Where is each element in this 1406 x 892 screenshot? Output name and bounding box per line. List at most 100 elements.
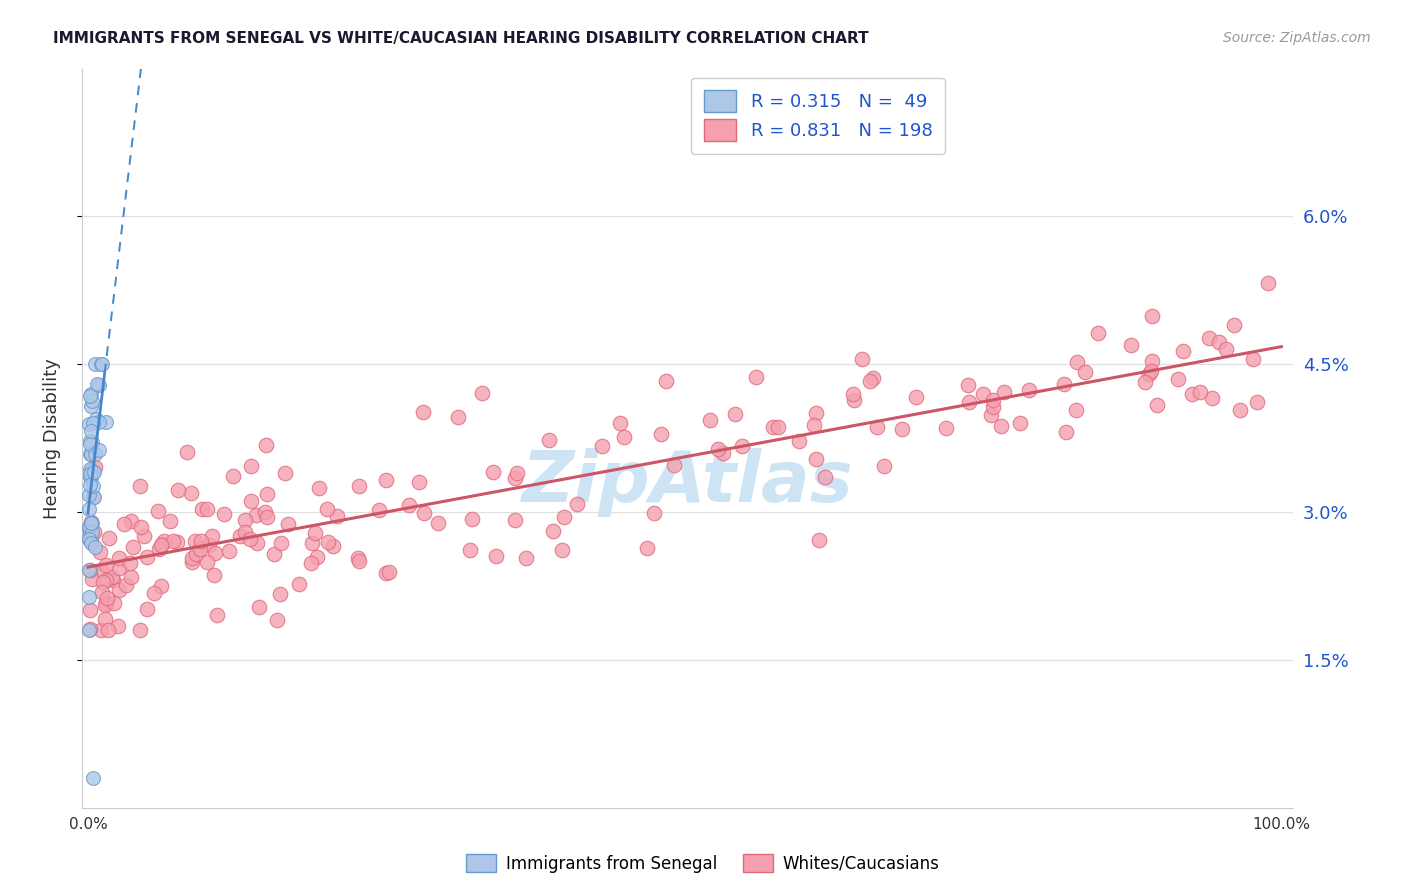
Point — [326, 509, 349, 524]
Point — [957, 395, 980, 409]
Point — [190, 534, 212, 549]
Point — [80, 515, 103, 529]
Point — [198, 538, 221, 552]
Point — [184, 547, 207, 561]
Point — [553, 510, 575, 524]
Point — [1181, 387, 1204, 401]
Point — [803, 417, 825, 432]
Point — [94, 596, 117, 610]
Point — [412, 404, 434, 418]
Point — [80, 516, 103, 531]
Point — [318, 535, 340, 549]
Point — [851, 351, 873, 366]
Point — [80, 470, 103, 484]
Point — [245, 508, 267, 523]
Point — [787, 434, 810, 449]
Point — [349, 479, 371, 493]
Point — [84, 447, 107, 461]
Point — [1241, 351, 1264, 366]
Point — [1054, 425, 1077, 439]
Point — [316, 502, 339, 516]
Point — [1246, 395, 1268, 409]
Text: IMMIGRANTS FROM SENEGAL VS WHITE/CAUCASIAN HEARING DISABILITY CORRELATION CHART: IMMIGRANTS FROM SENEGAL VS WHITE/CAUCASI… — [53, 31, 869, 46]
Point — [256, 487, 278, 501]
Point — [84, 357, 107, 371]
Point — [82, 771, 104, 785]
Point — [90, 563, 112, 577]
Text: Source: ZipAtlas.com: Source: ZipAtlas.com — [1223, 31, 1371, 45]
Point — [79, 470, 101, 484]
Point — [1140, 309, 1163, 323]
Point — [79, 488, 101, 502]
Point — [180, 485, 202, 500]
Point — [80, 424, 103, 438]
Point — [79, 389, 101, 403]
Point — [120, 570, 142, 584]
Point — [247, 599, 270, 614]
Point — [655, 375, 678, 389]
Point — [79, 501, 101, 516]
Point — [239, 532, 262, 546]
Point — [256, 510, 278, 524]
Point — [77, 520, 100, 534]
Point — [288, 577, 311, 591]
Point — [650, 426, 672, 441]
Point — [1198, 330, 1220, 344]
Point — [89, 377, 111, 392]
Point — [94, 599, 117, 613]
Point — [636, 541, 658, 556]
Point — [84, 411, 107, 425]
Point — [842, 392, 865, 407]
Point — [1229, 403, 1251, 417]
Point — [108, 551, 131, 566]
Point — [408, 475, 430, 489]
Point — [1119, 337, 1142, 351]
Point — [375, 566, 398, 581]
Point — [398, 498, 420, 512]
Point — [83, 491, 105, 505]
Point — [1208, 335, 1230, 350]
Point — [120, 514, 142, 528]
Point — [254, 437, 277, 451]
Point — [86, 377, 108, 392]
Point — [707, 442, 730, 457]
Point — [128, 479, 150, 493]
Point — [229, 529, 252, 543]
Point — [205, 607, 228, 622]
Point — [983, 400, 1005, 414]
Point — [80, 536, 103, 550]
Point — [129, 520, 152, 534]
Point — [84, 460, 107, 475]
Point — [94, 558, 117, 573]
Point — [214, 507, 236, 521]
Point — [1066, 355, 1088, 369]
Point — [346, 551, 368, 566]
Point — [83, 540, 105, 554]
Point — [347, 554, 370, 568]
Point — [77, 590, 100, 604]
Point — [503, 471, 526, 485]
Point — [1064, 403, 1087, 417]
Point — [446, 409, 468, 424]
Point — [368, 503, 391, 517]
Point — [79, 434, 101, 449]
Point — [148, 504, 170, 518]
Point — [107, 619, 129, 633]
Point — [89, 443, 111, 458]
Point — [122, 540, 145, 554]
Point — [643, 507, 665, 521]
Point — [103, 596, 125, 610]
Point — [149, 579, 172, 593]
Point — [79, 467, 101, 481]
Point — [1010, 416, 1032, 430]
Point — [82, 416, 104, 430]
Point — [176, 445, 198, 459]
Point — [842, 387, 865, 401]
Point — [413, 506, 436, 520]
Point — [506, 467, 529, 481]
Point — [1053, 377, 1076, 392]
Point — [183, 534, 205, 549]
Point — [166, 483, 188, 498]
Point — [591, 439, 613, 453]
Y-axis label: Hearing Disability: Hearing Disability — [44, 358, 60, 518]
